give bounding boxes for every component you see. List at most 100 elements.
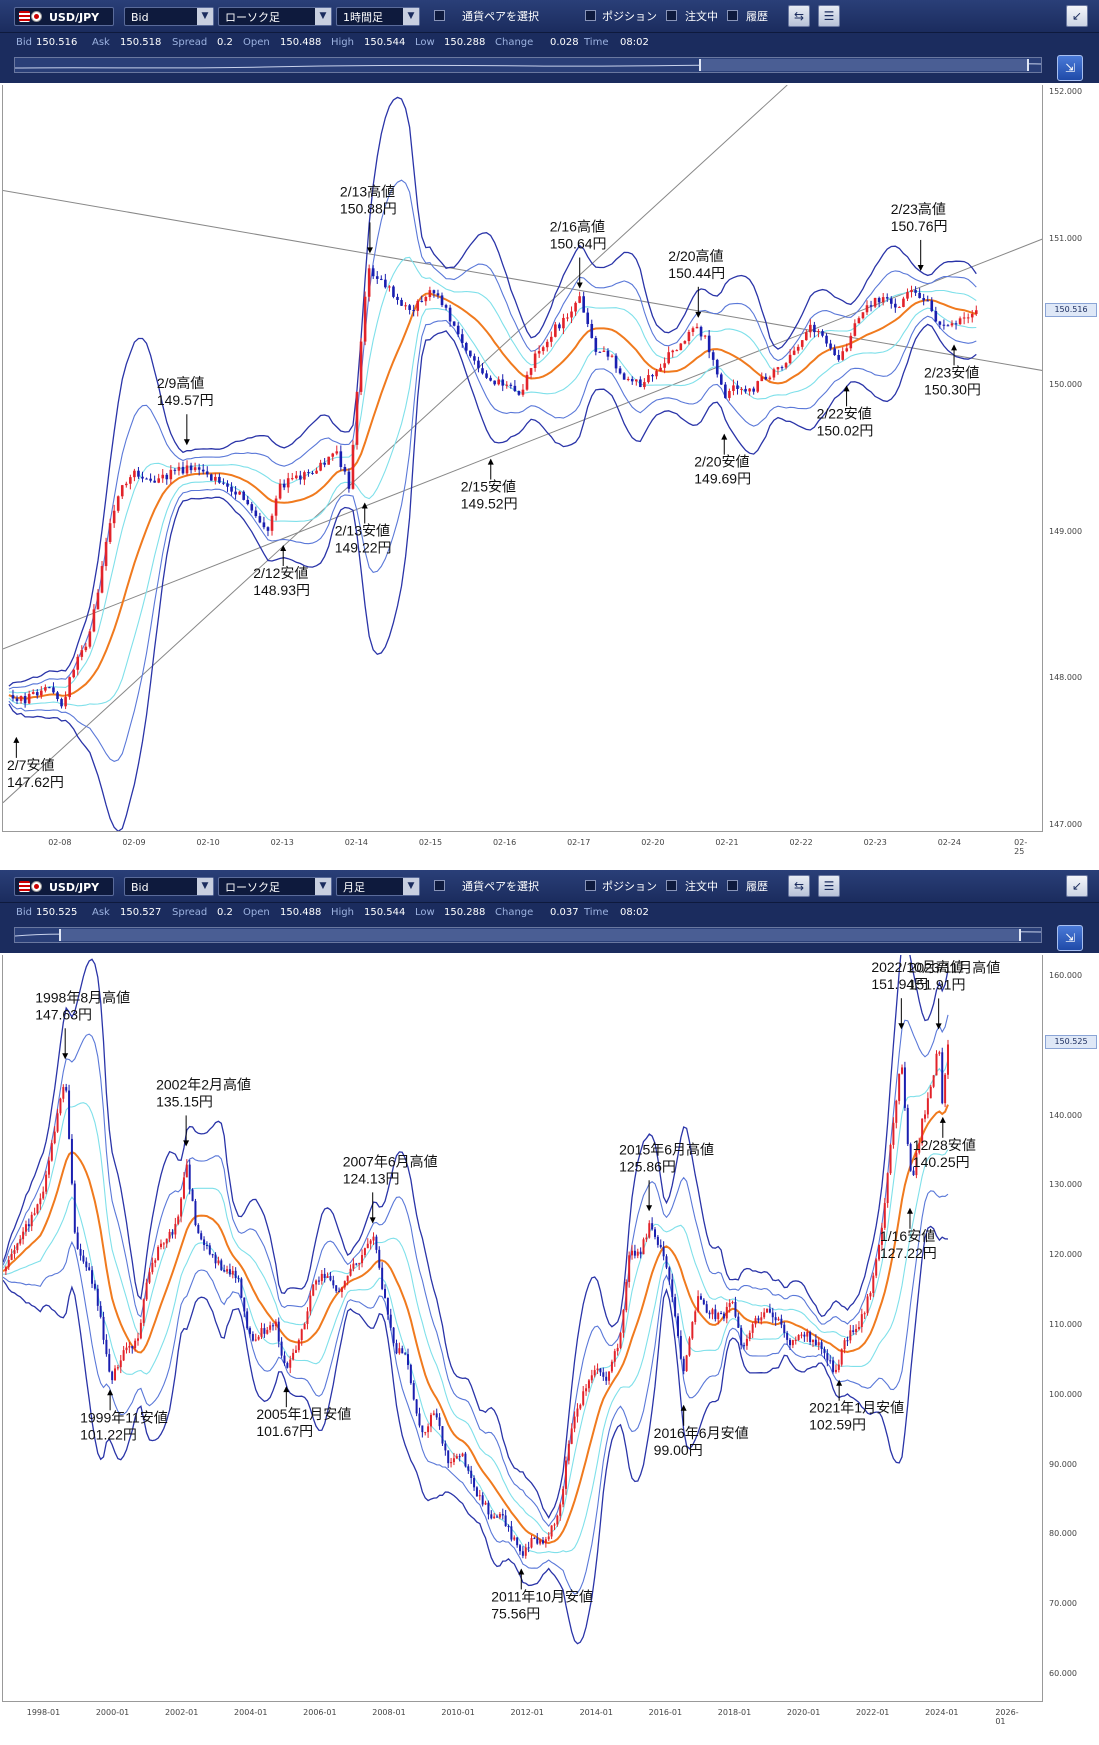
candle-body — [760, 376, 764, 382]
candle-body — [68, 677, 71, 698]
position-checkbox[interactable] — [585, 10, 596, 21]
time-tick-label: 02-25 — [1014, 838, 1028, 856]
candle-body — [695, 326, 699, 329]
candle-body — [866, 1296, 869, 1314]
zoom-reset-icon[interactable]: ⇲ — [1057, 925, 1083, 951]
navigator-window[interactable] — [699, 59, 1029, 71]
candle-body — [570, 311, 573, 318]
candle-body — [234, 491, 237, 495]
navigator-track[interactable] — [14, 927, 1042, 943]
timeframe-select[interactable]: 1時間足 ▼ — [336, 7, 420, 26]
candle-body — [125, 1347, 128, 1351]
candle-body — [934, 311, 938, 322]
trend-line — [3, 189, 1042, 371]
annotation-label: 1999年11安値 — [80, 1409, 168, 1425]
candle-body — [151, 1262, 154, 1273]
candle-body — [205, 471, 209, 475]
chart-type-select[interactable]: ローソク足 ▼ — [218, 7, 332, 26]
candle-body — [217, 1260, 220, 1264]
candle-body — [320, 1273, 323, 1282]
chart-type-select[interactable]: ローソク足 ▼ — [218, 877, 332, 896]
candle-body — [857, 1327, 860, 1329]
pair-select-checkbox[interactable] — [434, 880, 445, 891]
candle-body — [898, 1073, 901, 1101]
ask-label: Ask — [92, 37, 110, 48]
candle-body — [912, 1170, 915, 1176]
candle-body — [369, 1240, 372, 1244]
candle-body — [926, 1098, 929, 1115]
candle-body — [895, 1100, 898, 1123]
history-checkbox[interactable] — [727, 880, 738, 891]
candle-body — [703, 335, 707, 337]
currency-pair-selector[interactable]: USD/JPY — [14, 7, 114, 26]
time-tick-label: 2010-01 — [441, 1708, 475, 1717]
candle-body — [401, 1348, 404, 1354]
candle-body — [303, 1323, 306, 1330]
pair-select-checkbox[interactable] — [434, 10, 445, 21]
candle-body — [349, 1268, 352, 1276]
candle-body — [210, 474, 213, 481]
candle-body — [714, 1309, 717, 1320]
candle-body — [76, 1232, 79, 1249]
chevron-down-icon: ▼ — [403, 8, 419, 25]
zoom-reset-icon[interactable]: ⇲ — [1057, 55, 1083, 81]
candle-body — [201, 469, 205, 472]
candle-body — [728, 1302, 731, 1307]
candle-body — [48, 687, 51, 689]
chart-plot-area[interactable]: 1998年8月高値 147.63円 1999年11安値 101.22円 2002年2月高… — [2, 955, 1042, 1702]
price-tick-label: 150.000 — [1049, 380, 1083, 390]
candle-body — [705, 1304, 708, 1313]
candle-body — [554, 324, 557, 337]
chart-settings-icon[interactable]: ⇆ — [788, 875, 810, 897]
timeframe-select[interactable]: 月足 ▼ — [336, 877, 420, 896]
candle-body — [513, 1537, 516, 1540]
currency-pair-selector[interactable]: USD/JPY — [14, 877, 114, 896]
candle-body — [791, 1340, 794, 1346]
orders-checkbox[interactable] — [666, 880, 677, 891]
candle-body — [800, 340, 804, 347]
candle-body — [768, 1308, 771, 1313]
candle-body — [924, 1114, 927, 1119]
candle-body — [185, 465, 189, 474]
candle-body — [814, 1339, 817, 1346]
candle-body — [806, 1332, 809, 1337]
bollinger-band-upper-3 — [3, 955, 949, 1519]
candle-body — [203, 1239, 206, 1246]
history-checkbox[interactable] — [727, 10, 738, 21]
orders-checkbox[interactable] — [666, 10, 677, 21]
low-label: Low — [415, 37, 435, 48]
chart-list-icon[interactable]: ☰ — [818, 5, 840, 27]
candle-body — [642, 1239, 645, 1255]
price-type-select[interactable]: Bid ▼ — [124, 7, 214, 26]
annotation-price: 99.00円 — [654, 1442, 703, 1458]
chart-list-icon[interactable]: ☰ — [818, 875, 840, 897]
price-type-select[interactable]: Bid ▼ — [124, 877, 214, 896]
candle-body — [576, 1408, 579, 1417]
position-checkbox[interactable] — [585, 880, 596, 891]
candle-body — [901, 1067, 904, 1074]
candle-body — [159, 1243, 162, 1248]
chart-settings-icon[interactable]: ⇆ — [788, 5, 810, 27]
candle-body — [833, 348, 836, 356]
collapse-icon[interactable]: ↙ — [1066, 5, 1088, 27]
chart-plot-area[interactable]: 2/7安値 147.62円 2/9高値 149.57円 2/12安値 148.93円 2/1… — [2, 85, 1042, 832]
pair-select-label: 通貨ペアを選択 — [462, 10, 539, 23]
candle-body — [11, 695, 15, 699]
navigator-track[interactable] — [14, 57, 1042, 73]
candle-body — [809, 1332, 812, 1343]
candle-body — [942, 324, 946, 326]
change-label: Change — [495, 907, 534, 918]
candle-body — [223, 1270, 226, 1272]
candle-body — [505, 384, 509, 386]
navigator-window[interactable] — [59, 929, 1021, 941]
candle-body — [740, 388, 743, 390]
candle-body — [699, 1296, 702, 1300]
collapse-icon[interactable]: ↙ — [1066, 875, 1088, 897]
candle-body — [628, 1255, 631, 1282]
candle-body — [841, 351, 845, 360]
candle-body — [878, 1244, 881, 1260]
candle-body — [613, 1351, 616, 1362]
annotation-label: 2/16高値 — [550, 219, 605, 235]
